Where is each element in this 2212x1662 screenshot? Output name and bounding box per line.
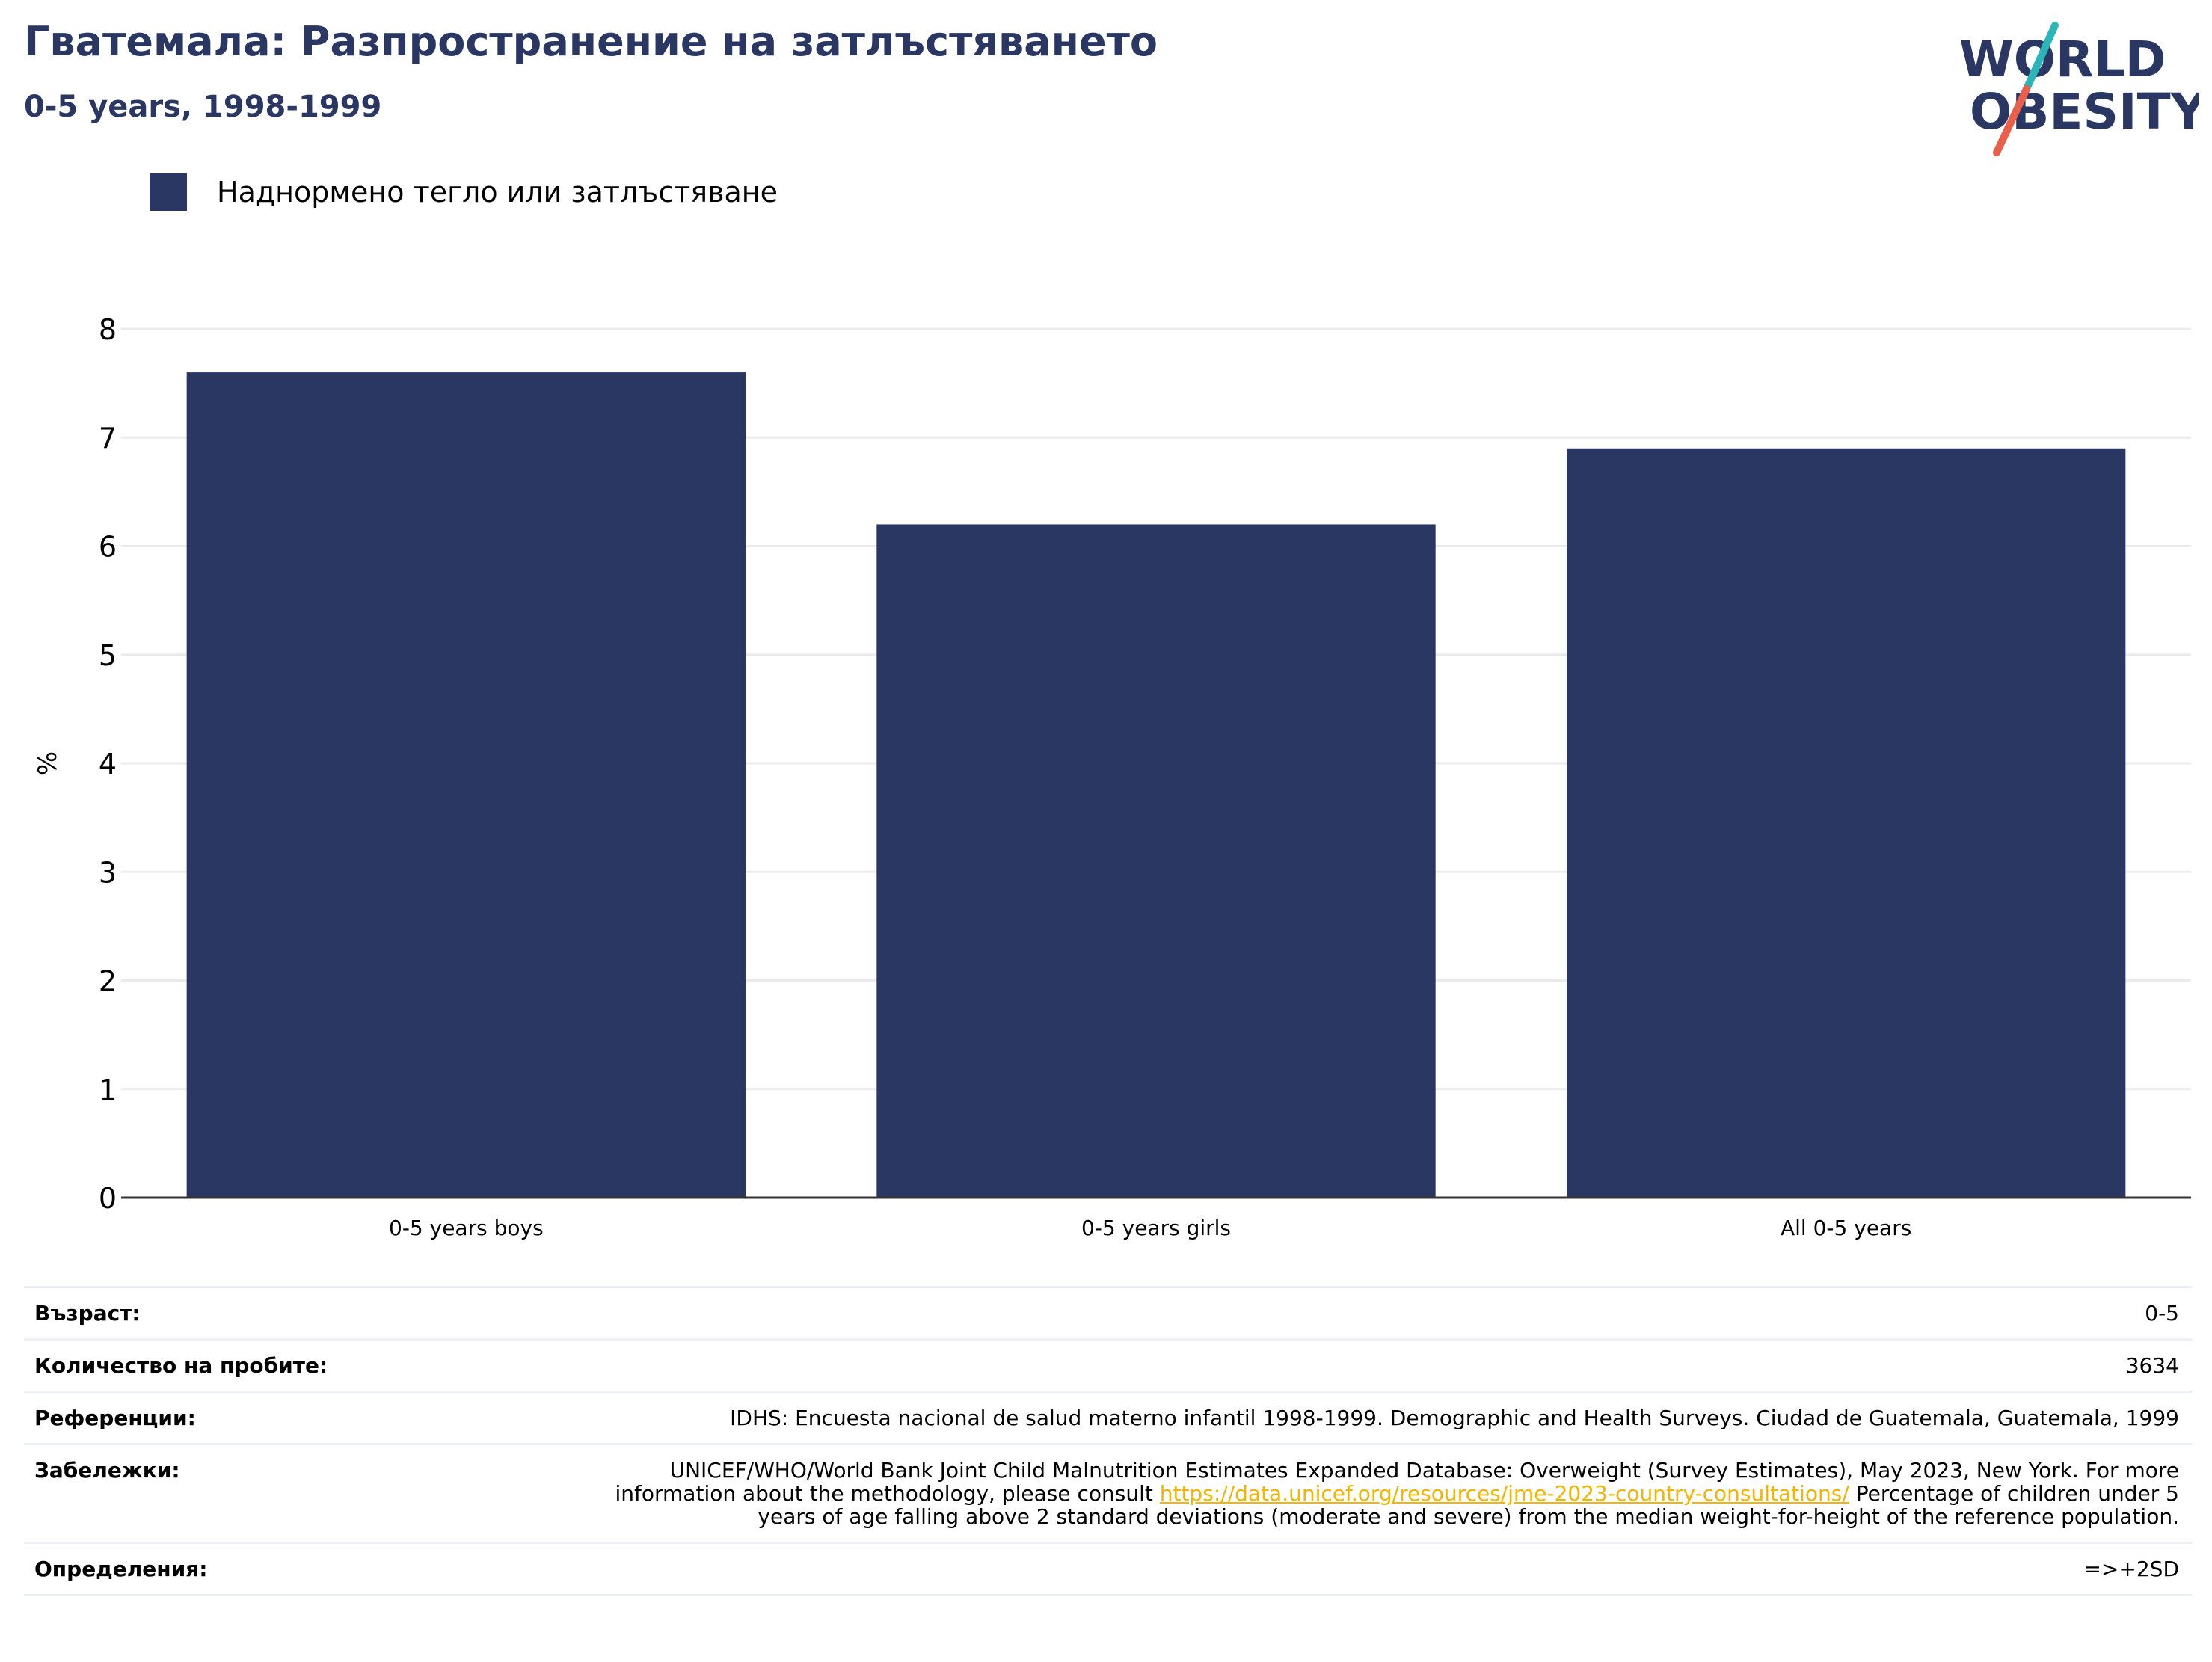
- y-tick-label: 3: [99, 856, 117, 889]
- y-tick-label: 4: [99, 748, 117, 781]
- definitions-value: =>+2SD: [571, 1542, 2193, 1596]
- sample-size-value: 3634: [571, 1338, 2193, 1393]
- notes-methodology-link[interactable]: https://data.unicef.org/resources/jme-20…: [1159, 1481, 1849, 1506]
- chart-legend: Наднормено тегло или затлъстяване: [150, 173, 778, 211]
- y-tick-label: 0: [99, 1182, 117, 1215]
- y-tick-label: 1: [99, 1074, 117, 1107]
- y-tick-label: 6: [99, 531, 117, 564]
- x-tick-label: All 0-5 years: [1781, 1216, 1911, 1240]
- info-row-references: Референции: IDHS: Encuesta nacional de s…: [24, 1391, 2193, 1445]
- legend-label: Наднормено тегло или затлъстяване: [217, 176, 778, 209]
- info-row-age: Възраст: 0-5: [24, 1286, 2193, 1341]
- bar: [1566, 448, 2126, 1198]
- bar: [876, 524, 1436, 1198]
- y-axis-label: %: [33, 751, 63, 775]
- sample-size-label: Количество на пробите:: [24, 1338, 571, 1393]
- logo-slash-top: [2023, 22, 2059, 93]
- notes-value: UNICEF/WHO/World Bank Joint Child Malnut…: [571, 1443, 2193, 1544]
- logo-slash-bottom: [1993, 85, 2030, 156]
- world-obesity-logo: WORLD OBESITY: [1959, 22, 2199, 156]
- y-tick-label: 7: [99, 422, 117, 455]
- info-table: Възраст: 0-5 Количество на пробите: 3634…: [24, 1286, 2193, 1596]
- notes-text-pre: UNICEF/WHO/World Bank Joint Child Malnut…: [615, 1458, 2180, 1506]
- definitions-label: Определения:: [24, 1542, 571, 1596]
- page-title: Гватемала: Разпространение на затлъстява…: [24, 18, 1158, 65]
- y-tick-label: 8: [99, 313, 117, 346]
- info-row-notes: Забележки: UNICEF/WHO/World Bank Joint C…: [24, 1443, 2193, 1544]
- y-tick-label: 5: [99, 639, 117, 672]
- logo-text-world: WORLD: [1959, 31, 2166, 88]
- references-label: Референции:: [24, 1391, 571, 1445]
- x-tick-label: 0-5 years girls: [1081, 1216, 1231, 1240]
- bar-chart: 0 1 2 3 4 5 6 7 8% 0-5 years boys 0-5 years girls A…: [33, 313, 2191, 1240]
- info-row-sample-size: Количество на пробите: 3634: [24, 1338, 2193, 1393]
- legend-swatch: [150, 173, 187, 211]
- y-tick-label: 2: [99, 965, 117, 998]
- page-subtitle: 0-5 years, 1998-1999: [24, 90, 382, 124]
- info-row-definitions: Определения: =>+2SD: [24, 1542, 2193, 1596]
- age-label: Възраст:: [24, 1286, 571, 1341]
- age-value: 0-5: [571, 1286, 2193, 1341]
- notes-label: Забележки:: [24, 1443, 571, 1544]
- references-value: IDHS: Encuesta nacional de salud materno…: [571, 1391, 2193, 1445]
- x-tick-label: 0-5 years boys: [389, 1216, 544, 1240]
- bar: [186, 372, 746, 1198]
- notes-text-post: Percentage of children under 5 years of …: [758, 1481, 2179, 1529]
